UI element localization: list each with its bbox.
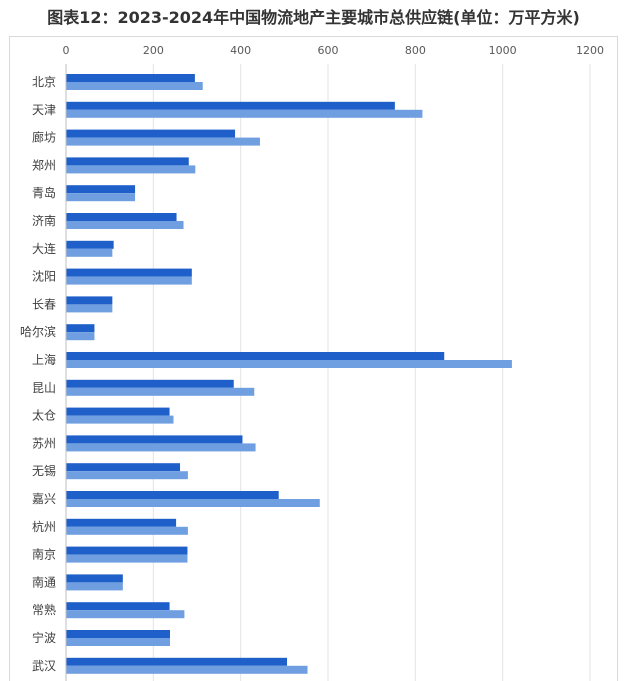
category-label: 无锡	[32, 463, 56, 478]
bar-series1	[66, 435, 243, 444]
bar-series2	[66, 137, 260, 146]
bar-series2	[66, 82, 203, 90]
bar-series2	[66, 360, 512, 368]
category-label: 郑州	[32, 157, 56, 172]
category-label: 沈阳	[32, 269, 56, 284]
bar-series1	[66, 630, 170, 638]
bar-series1	[66, 157, 189, 166]
category-label: 哈尔滨	[20, 324, 56, 339]
category-label: 苏州	[32, 436, 56, 450]
bar-series2	[66, 526, 188, 535]
category-label: 天津	[32, 103, 56, 117]
category-label: 大连	[32, 241, 56, 256]
x-tick-label: 200	[143, 44, 164, 57]
bar-series1	[66, 101, 395, 110]
bar-series2	[66, 582, 123, 591]
x-tick-label: 1200	[576, 44, 604, 57]
bar-series1	[66, 657, 288, 666]
bar-series2	[66, 332, 95, 341]
category-label: 常熟	[32, 602, 56, 617]
category-label: 昆山	[32, 381, 56, 395]
bar-series2	[66, 554, 188, 563]
bar-series1	[66, 574, 123, 583]
category-label: 太仓	[32, 408, 56, 423]
bar-series1	[66, 352, 445, 360]
bar-series1	[66, 240, 114, 249]
bar-series2	[66, 638, 170, 646]
x-tick-label: 800	[405, 44, 426, 57]
bar-series2	[66, 499, 320, 507]
bar-series2	[66, 387, 255, 396]
category-label: 嘉兴	[32, 492, 56, 506]
bar-series2	[66, 248, 113, 257]
bar-series1	[66, 546, 188, 555]
bar-series1	[66, 185, 136, 194]
category-label: 廊坊	[32, 130, 56, 145]
bar-series1	[66, 268, 192, 277]
bar-series1	[66, 602, 170, 611]
category-label: 青岛	[32, 185, 56, 200]
bar-series1	[66, 324, 95, 333]
category-label: 济南	[32, 213, 56, 228]
bar-series1	[66, 407, 170, 416]
bar-series2	[66, 665, 308, 674]
bar-series1	[66, 379, 234, 388]
x-tick-label: 400	[230, 44, 251, 57]
category-label: 北京	[32, 75, 56, 89]
bar-series1	[66, 129, 236, 138]
bar-series2	[66, 276, 192, 285]
category-label: 上海	[32, 352, 56, 367]
bar-series2	[66, 415, 174, 424]
bar-series2	[66, 165, 196, 174]
category-label: 南京	[32, 547, 56, 562]
bar-series1	[66, 74, 195, 82]
x-tick-label: 1000	[489, 44, 517, 57]
bar-series2	[66, 471, 188, 480]
bar-series1	[66, 491, 279, 499]
bar-series2	[66, 610, 185, 619]
category-label: 宁波	[32, 630, 56, 645]
category-label: 武汉	[32, 659, 56, 673]
category-label: 南通	[32, 574, 56, 589]
bar-series1	[66, 213, 177, 221]
bar-series2	[66, 193, 136, 202]
bar-series1	[66, 296, 113, 305]
bar-series2	[66, 443, 256, 452]
x-tick-label: 0	[63, 44, 70, 57]
category-label: 杭州	[32, 519, 56, 534]
category-label: 长春	[32, 297, 56, 311]
chart-title: 图表12：2023-2024年中国物流地产主要城市总供应链(单位：万平方米)	[47, 8, 580, 27]
bar-series2	[66, 304, 113, 313]
chart-frame	[9, 36, 618, 681]
bar-series2	[66, 109, 423, 118]
bar-series2	[66, 221, 184, 229]
x-tick-label: 600	[318, 44, 339, 57]
bar-series1	[66, 518, 177, 527]
bar-series1	[66, 463, 181, 472]
